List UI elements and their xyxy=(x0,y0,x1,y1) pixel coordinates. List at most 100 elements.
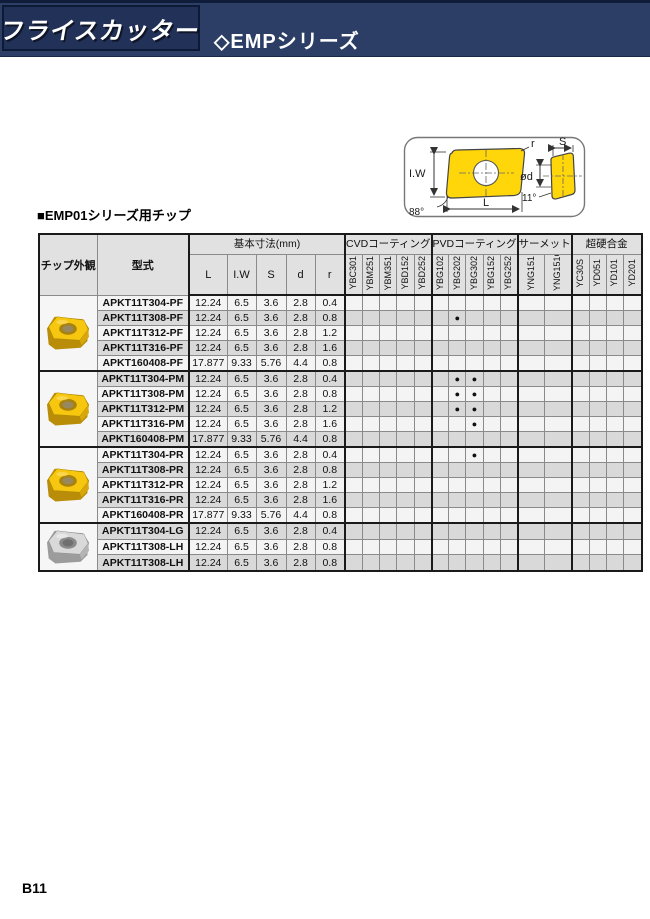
coating-cell xyxy=(396,310,415,326)
dimension-cell: 3.6 xyxy=(255,446,287,463)
table-row: APKT11T312-PR 12.24 6.5 3.6 2.8 1.2 xyxy=(39,477,643,493)
coating-cell xyxy=(396,325,415,341)
col-header-r: r xyxy=(314,254,346,296)
insert-dimension-diagram: I.W L 88° r S xyxy=(403,136,586,223)
dimension-cell: 0.8 xyxy=(314,554,346,572)
coating-cell xyxy=(448,462,467,478)
coating-cell xyxy=(361,416,381,432)
coating-cell xyxy=(516,554,546,572)
dimension-cell: 0.4 xyxy=(314,370,346,387)
coating-cell xyxy=(343,340,363,356)
grade-label: YD051 xyxy=(592,259,603,287)
grade-header-ybc301: YBC301 xyxy=(343,254,363,296)
dimension-cell: 1.6 xyxy=(314,492,346,508)
availability-dot-cell: ● xyxy=(465,386,484,402)
model-cell: APKT11T312-PR xyxy=(96,477,190,493)
coating-cell xyxy=(606,355,625,372)
grade-header-ybg202: YBG202 xyxy=(448,254,467,296)
coating-cell xyxy=(516,340,546,356)
coating-cell xyxy=(465,538,484,556)
coating-cell xyxy=(396,386,415,402)
coating-cell xyxy=(448,325,467,341)
coating-cell xyxy=(396,462,415,478)
coating-cell xyxy=(623,446,643,463)
table-row: APKT11T308-PR 12.24 6.5 3.6 2.8 0.8 xyxy=(39,462,643,478)
coating-cell xyxy=(623,386,643,402)
dimension-cell: 3.6 xyxy=(255,294,287,311)
dimension-cell: 3.6 xyxy=(255,310,287,326)
coating-cell xyxy=(379,446,398,463)
dimension-cell: 1.6 xyxy=(314,416,346,432)
dimension-cell: 2.8 xyxy=(285,340,316,356)
coating-cell xyxy=(623,294,643,311)
dimension-cell: 12.24 xyxy=(188,340,228,356)
coating-cell xyxy=(499,401,519,417)
coating-cell xyxy=(589,446,608,463)
coating-cell xyxy=(343,446,363,463)
coating-cell xyxy=(570,340,591,356)
coating-cell xyxy=(482,521,501,540)
coating-cell xyxy=(544,386,573,402)
coating-cell xyxy=(361,507,381,524)
coating-cell xyxy=(465,294,484,311)
availability-dot-cell: ● xyxy=(465,401,484,417)
coating-cell xyxy=(430,325,450,341)
coating-cell xyxy=(606,340,625,356)
coating-cell xyxy=(623,521,643,540)
coating-cell xyxy=(589,294,608,311)
product-title: フライスカッター xyxy=(0,17,203,45)
coating-cell xyxy=(413,294,433,311)
grade-header-yd201: YD201 xyxy=(623,254,643,296)
coating-cell xyxy=(499,538,519,556)
coating-cell xyxy=(465,462,484,478)
table-row: APKT11T304-PM 12.24 6.5 3.6 2.8 0.4 ● ● xyxy=(38,370,643,448)
coating-cell xyxy=(516,370,546,387)
availability-dot: ● xyxy=(454,313,461,323)
availability-dot: ● xyxy=(471,374,478,384)
coating-cell xyxy=(379,521,398,540)
coating-cell xyxy=(361,477,381,493)
coating-cell xyxy=(589,416,608,432)
coating-cell xyxy=(448,521,467,540)
coating-cell xyxy=(499,521,519,540)
grade-header-ybd252: YBD252 xyxy=(413,254,433,296)
coating-cell xyxy=(430,355,450,372)
coating-cell xyxy=(448,294,467,311)
coating-cell xyxy=(482,416,501,432)
dimension-cell: 6.5 xyxy=(226,492,257,508)
dimension-cell: 2.8 xyxy=(285,462,316,478)
coating-cell xyxy=(482,325,501,341)
model-cell: APKT11T308-PR xyxy=(96,462,190,478)
coating-cell xyxy=(589,325,608,341)
grade-label: YNG151C xyxy=(552,254,563,291)
coating-cell xyxy=(570,492,591,508)
coating-cell xyxy=(589,401,608,417)
dimension-cell: 6.5 xyxy=(226,521,257,540)
coating-cell xyxy=(379,325,398,341)
coating-cell xyxy=(623,492,643,508)
coating-cell xyxy=(361,355,381,372)
col-header-appearance: チップ外観 xyxy=(38,233,98,296)
dimension-cell: 12.24 xyxy=(188,538,228,556)
dimension-cell: 1.2 xyxy=(314,477,346,493)
grade-label: YBG252 xyxy=(502,255,513,291)
coating-cell xyxy=(623,477,643,493)
coating-cell xyxy=(570,370,591,387)
coating-cell xyxy=(448,477,467,493)
coating-cell xyxy=(430,370,450,387)
coating-cell xyxy=(413,492,433,508)
coating-cell xyxy=(465,554,484,572)
coating-cell xyxy=(589,507,608,524)
dimension-cell: 4.4 xyxy=(285,355,316,372)
coating-cell xyxy=(430,492,450,508)
coating-cell xyxy=(396,492,415,508)
coating-cell xyxy=(482,477,501,493)
coating-cell xyxy=(606,538,625,556)
header-bar: フライスカッター ◇EMPシリーズ xyxy=(0,0,650,57)
coating-cell xyxy=(570,401,591,417)
coating-cell xyxy=(623,554,643,572)
dimension-cell: 2.8 xyxy=(285,538,316,556)
coating-cell xyxy=(396,521,415,540)
grade-label: YBD252 xyxy=(416,256,427,290)
coating-cell xyxy=(343,477,363,493)
